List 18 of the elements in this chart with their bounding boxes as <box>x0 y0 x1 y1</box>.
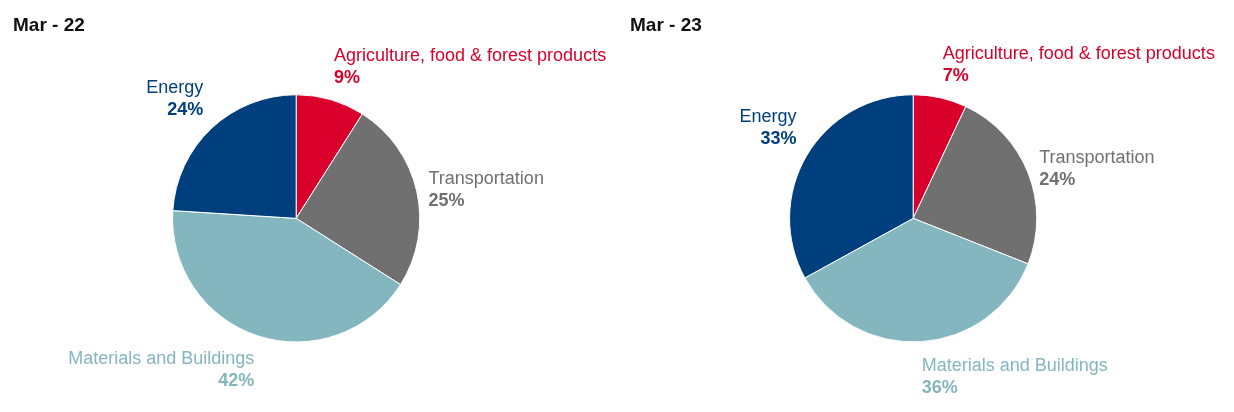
slice-label: Energy <box>739 106 797 127</box>
slice-label: Energy <box>146 76 204 97</box>
data-label: 36% <box>921 376 958 397</box>
slice-label: Agriculture, food & forest products <box>333 45 607 66</box>
chart-title: Mar - 23 <box>630 14 702 35</box>
slice-label: Transportation <box>428 167 544 188</box>
data-label: 24% <box>167 98 204 119</box>
slice-label: Materials and Buildings <box>68 348 255 369</box>
chart-title: Mar - 22 <box>13 14 85 35</box>
slice-label: Agriculture, food & forest products <box>942 43 1215 64</box>
data-label: 25% <box>428 189 465 210</box>
data-label: 24% <box>1039 169 1076 190</box>
slice-label: Materials and Buildings <box>921 354 1108 375</box>
data-label: 9% <box>333 67 361 88</box>
data-label: 7% <box>942 65 969 86</box>
slice-label: Transportation <box>1039 147 1155 168</box>
data-label: 33% <box>760 128 797 149</box>
data-label: 42% <box>218 370 255 391</box>
